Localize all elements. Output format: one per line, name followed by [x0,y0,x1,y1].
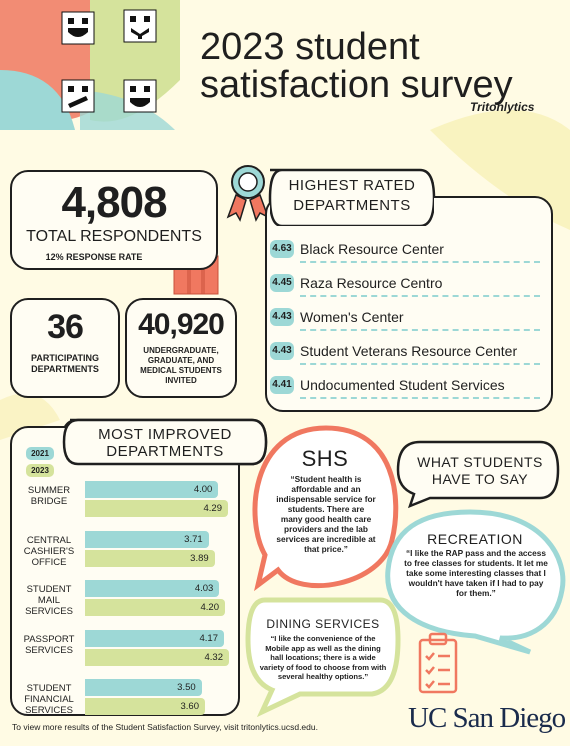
department-name: Women's Center [300,309,404,325]
bar [85,599,225,616]
value-label: 4.17 [199,632,219,644]
value-label: 4.03 [194,583,214,594]
underline [300,261,540,263]
underline [300,397,540,399]
bar [85,629,224,647]
highest-title: HIGHEST RATED DEPARTMENTS [288,177,416,214]
title: 2023 student satisfaction survey [200,26,513,106]
quotes-heading: WHAT STUDENTS HAVE TO SAY [417,454,543,487]
legend-swatch [26,464,54,477]
dining-bubble [245,597,401,718]
underline [300,329,540,331]
value-label: 3.89 [190,552,209,564]
value-label: 4.20 [200,602,220,613]
score-badge: 4.43 [270,342,294,360]
invited-box: 40,920 UNDERGRADUATE, GRADUATE, AND MEDI… [125,298,237,398]
underline [300,363,540,365]
departments-value: 36 [47,308,84,346]
category-label: SUMMER BRIDGE [27,485,71,507]
response-rate: 12% RESPONSE RATE [45,252,143,262]
score-badge: 4.41 [270,376,294,394]
bar [85,500,228,517]
title-bubble-cover [270,170,434,226]
shs-title: SHS [301,446,349,471]
category-label: PASSPORT SERVICES [23,633,75,656]
dining-quote: “I like the convenience of the Mobile ap… [259,634,387,681]
bar [85,679,202,696]
total-label: TOTAL RESPONDENTS [26,228,202,245]
value-label: 4.32 [204,651,224,663]
shs-bubble [252,425,399,592]
recreation-bubble [385,509,566,655]
category-label: STUDENT FINANCIAL SERVICES [24,683,74,716]
score-badge: 4.43 [270,308,294,326]
title-bubble-cover [62,418,268,466]
total-box: 4,808 TOTAL RESPONDENTS 12% RESPONSE RAT… [10,170,218,270]
score-badge: 4.63 [270,240,294,258]
bar [85,580,220,597]
category-label: STUDENT MAIL SERVICES [25,584,73,617]
value-label: 3.60 [180,701,200,712]
department-name: Student Veterans Resource Center [300,343,518,359]
value-label: 4.29 [203,503,223,514]
bar [85,481,219,498]
value-label: 4.00 [193,484,213,495]
bar [85,549,215,567]
brand: Tritonlytics [470,100,535,114]
total-value: 4,808 [61,178,167,227]
logo: UC San Diego [408,702,566,734]
legend-swatch [26,447,54,460]
department-name: Raza Resource Centro [300,275,443,291]
bar [85,530,209,548]
category-label: CENTRAL CASHIER'S OFFICE [23,534,75,568]
value-label: 3.50 [177,682,196,693]
bar [85,698,205,715]
legend-label: 2023 [31,466,49,475]
bar [85,648,229,666]
invited-label: UNDERGRADUATE, GRADUATE, AND MEDICAL STU… [140,346,222,385]
footer-note: To view more results of the Student Sati… [12,722,318,732]
legend-label: 2021 [31,449,49,458]
value-label: 3.71 [184,533,203,545]
shs-quote: “Student health is affordable and an ind… [276,474,376,554]
department-name: Undocumented Student Services [300,377,505,393]
departments-box: 36 PARTICIPATING DEPARTMENTS [10,298,120,398]
underline [300,295,540,297]
departments-label: PARTICIPATING DEPARTMENTS [31,353,99,374]
dining-title: DINING SERVICES [266,617,380,631]
invited-value: 40,920 [138,308,225,341]
ribbon-icon [226,165,270,222]
improved-title: MOST IMPROVED DEPARTMENTS [98,426,232,460]
clipboard-icon [418,632,458,694]
heading-bubble [396,440,560,509]
score-badge: 4.45 [270,274,294,292]
recreation-quote: “I like the RAP pass and the access to f… [404,548,548,598]
recreation-title: RECREATION [427,531,523,547]
department-name: Black Resource Center [300,241,444,257]
